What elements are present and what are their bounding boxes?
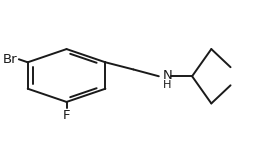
Text: F: F — [63, 109, 70, 122]
Text: Br: Br — [3, 53, 18, 66]
Text: N: N — [163, 69, 172, 82]
Text: H: H — [163, 80, 171, 90]
